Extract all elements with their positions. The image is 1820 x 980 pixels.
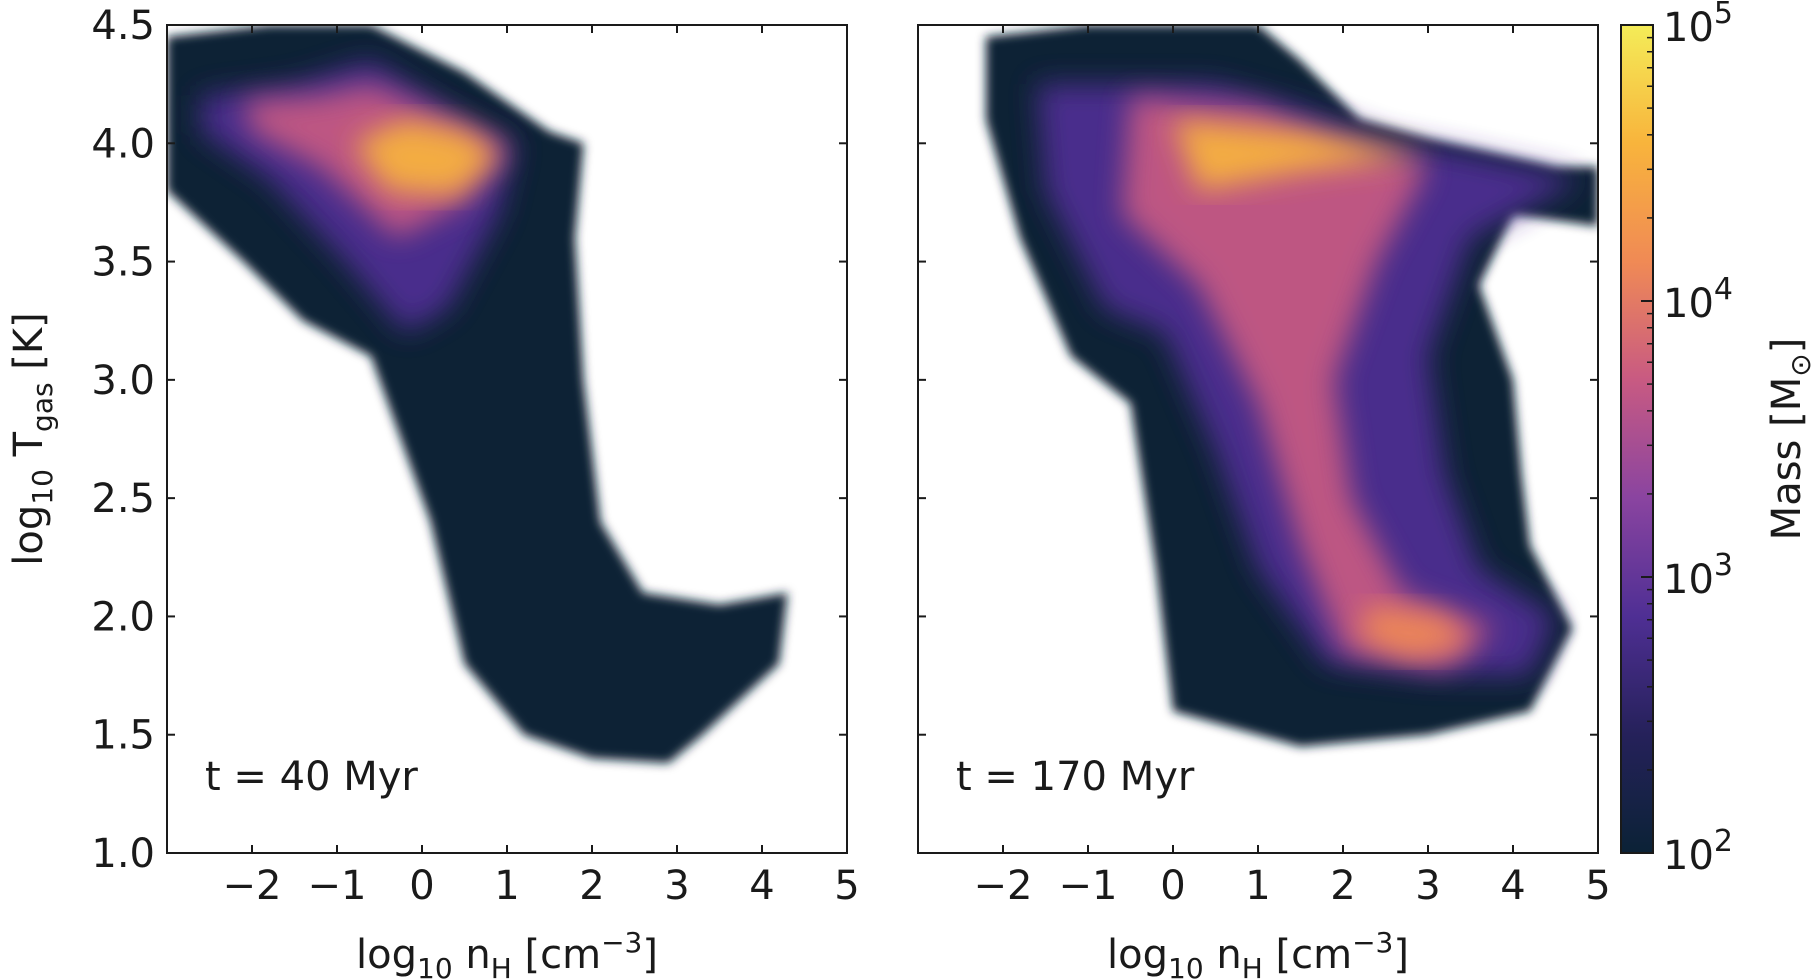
x-axis-label-unit-sup: −3 bbox=[1352, 926, 1393, 959]
x-tick-label: 0 bbox=[1160, 863, 1185, 909]
x-axis-label-sub: 10 bbox=[417, 952, 453, 980]
colorbar-label-main: Mass [M bbox=[1764, 377, 1810, 541]
colorbar-gradient bbox=[1621, 25, 1653, 853]
y-axis-label-main: T bbox=[6, 431, 52, 469]
density-region bbox=[1122, 96, 1496, 669]
x-axis-label-main-sub: H bbox=[491, 952, 512, 980]
heatmap-left bbox=[167, 25, 788, 764]
density-region bbox=[1173, 119, 1428, 191]
x-axis-label-unit-end: ] bbox=[1393, 932, 1409, 978]
x-axis-label-main: n bbox=[1204, 932, 1242, 978]
x-axis-label-main: n bbox=[453, 932, 491, 978]
x-axis-label-sub: 10 bbox=[1168, 952, 1204, 980]
colorbar-label-sub: ⊙ bbox=[1784, 353, 1817, 376]
x-axis-label-base: log bbox=[1107, 932, 1168, 978]
x-tick-label: 2 bbox=[1330, 863, 1355, 909]
panel-left: −2 −1 0 1 2 3 4 5 1.0 1.5 2.0 2.5 3.0 3.5 4.0 4.5 t = … bbox=[6, 3, 860, 980]
x-tick-label: 0 bbox=[409, 863, 434, 909]
annotation-right: t = 170 Myr bbox=[956, 754, 1195, 800]
panel-right: −2 −1 0 1 2 3 4 5 t = 170 Myr log10 nH [cm−3] bbox=[917, 24, 1611, 980]
y-tick-label: 2.5 bbox=[91, 476, 155, 522]
y-tick-label: 3.0 bbox=[91, 358, 155, 404]
y-tick-label: 4.5 bbox=[91, 3, 155, 49]
x-tick-label: 1 bbox=[1245, 863, 1270, 909]
annotation-left: t = 40 Myr bbox=[205, 754, 418, 800]
x-ticks-left: −2 −1 0 1 2 3 4 5 bbox=[223, 25, 860, 909]
colorbar-tick-label: 105 bbox=[1663, 0, 1733, 51]
colorbar: 102 103 104 105 Mass [M⊙] bbox=[1620, 0, 1817, 879]
x-tick-label: −2 bbox=[974, 863, 1033, 909]
y-axis-label-base: log bbox=[6, 505, 52, 566]
x-axis-label-right: log10 nH [cm−3] bbox=[1107, 926, 1409, 980]
y-axis-label-main-sub: gas bbox=[26, 382, 59, 432]
x-tick-label: 5 bbox=[834, 863, 859, 909]
x-axis-label-unit: [cm bbox=[512, 932, 601, 978]
y-ticks-left: 1.0 1.5 2.0 2.5 3.0 3.5 4.0 4.5 bbox=[91, 3, 847, 877]
x-axis-label-unit-sup: −3 bbox=[601, 926, 642, 959]
x-axis-label-left: log10 nH [cm−3] bbox=[356, 926, 658, 980]
x-tick-label: −1 bbox=[308, 863, 367, 909]
x-tick-label: −1 bbox=[1059, 863, 1118, 909]
y-axis-label-unit: [K] bbox=[6, 312, 52, 382]
y-tick-label: 1.5 bbox=[91, 713, 155, 759]
colorbar-tick-label: 103 bbox=[1663, 548, 1733, 603]
x-tick-label: 4 bbox=[749, 863, 774, 909]
y-tick-label: 2.0 bbox=[91, 594, 155, 640]
x-tick-label: 1 bbox=[494, 863, 519, 909]
colorbar-tick-label: 104 bbox=[1663, 272, 1733, 327]
x-tick-label: 4 bbox=[1500, 863, 1525, 909]
colorbar-ticks: 102 103 104 105 bbox=[1641, 0, 1733, 879]
colorbar-frame bbox=[1620, 24, 1654, 854]
heatmap-right bbox=[986, 25, 1598, 747]
colorbar-tick-label: 102 bbox=[1663, 824, 1733, 879]
y-tick-label: 1.0 bbox=[91, 831, 155, 877]
x-tick-label: 3 bbox=[1415, 863, 1440, 909]
x-tick-label: 3 bbox=[664, 863, 689, 909]
x-tick-label: 5 bbox=[1585, 863, 1610, 909]
colorbar-label-end: ] bbox=[1764, 338, 1810, 354]
x-tick-label: −2 bbox=[223, 863, 282, 909]
y-axis-label-sub: 10 bbox=[26, 469, 59, 505]
colorbar-label: Mass [M⊙] bbox=[1764, 338, 1817, 541]
x-ticks-right: −2 −1 0 1 2 3 4 5 bbox=[974, 25, 1611, 909]
y-tick-label: 3.5 bbox=[91, 240, 155, 286]
x-tick-label: 2 bbox=[579, 863, 604, 909]
y-ticks-right bbox=[918, 24, 1598, 854]
density-region bbox=[354, 119, 499, 196]
x-axis-label-main-sub: H bbox=[1242, 952, 1263, 980]
x-axis-label-base: log bbox=[356, 932, 417, 978]
y-tick-label: 4.0 bbox=[91, 121, 155, 167]
x-axis-label-unit: [cm bbox=[1263, 932, 1352, 978]
x-axis-label-unit-end: ] bbox=[642, 932, 658, 978]
y-axis-label: log10 Tgas [K] bbox=[6, 312, 59, 565]
density-region bbox=[1360, 604, 1471, 659]
